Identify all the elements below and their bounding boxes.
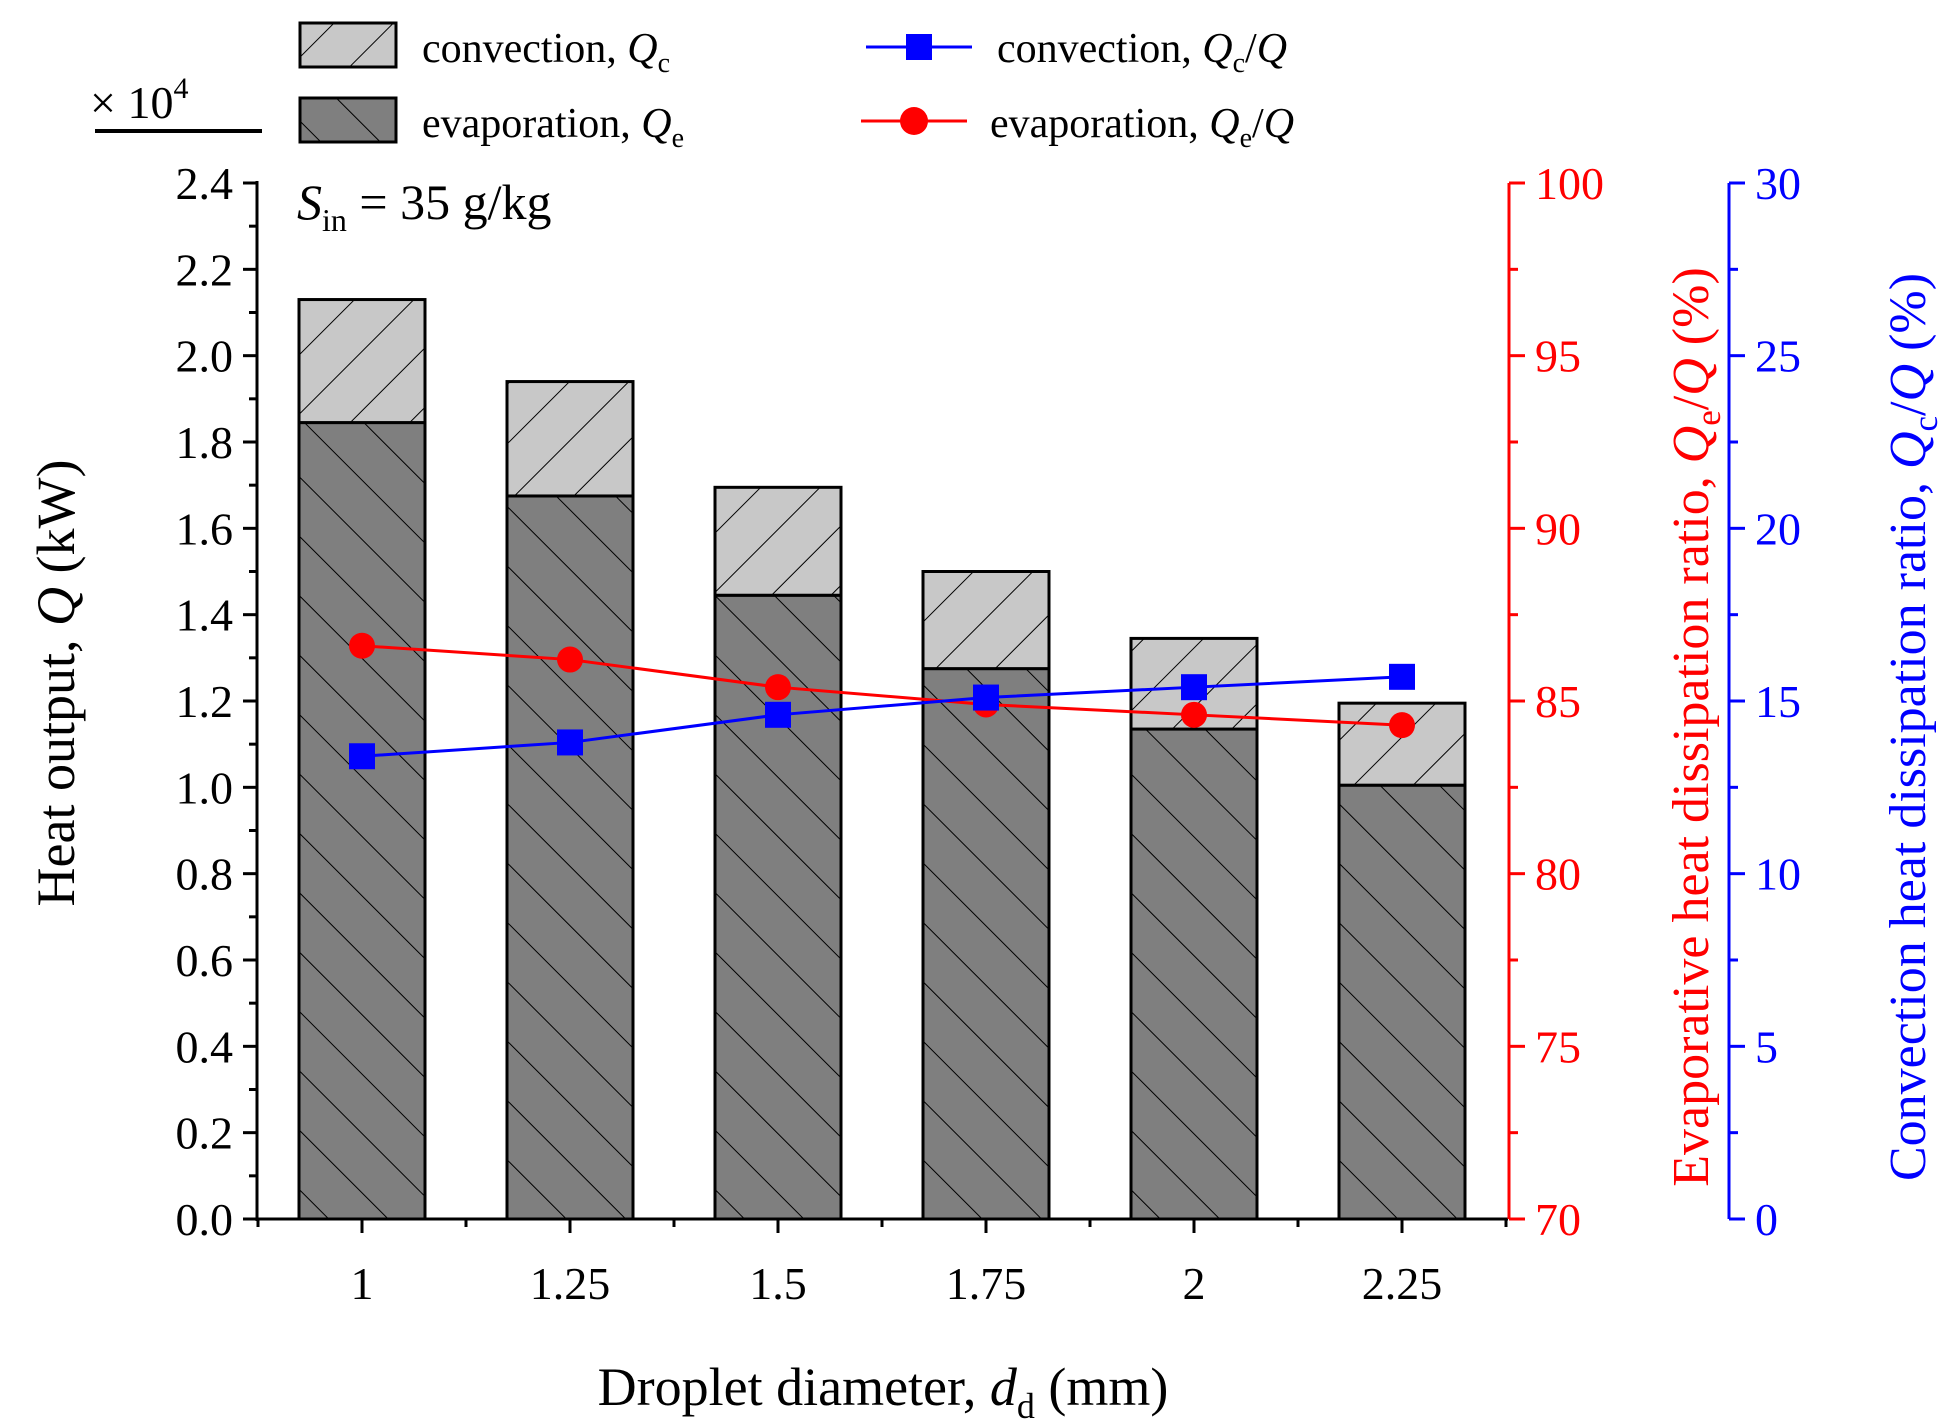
y-tick-label-left-5: 1.0 — [176, 762, 234, 813]
legend-item-evaporation-line: evaporation, Qe/Q — [861, 101, 1294, 154]
y-tick-label-red-3: 85 — [1535, 676, 1581, 727]
bar-evaporation-hatch-1 — [507, 495, 633, 1219]
y-tick-label-red-4: 90 — [1535, 503, 1581, 554]
svg-text:evaporation, Qe: evaporation, Qe — [422, 101, 684, 154]
bar-convection-hatch-2 — [715, 487, 841, 596]
y-tick-label-left-6: 1.2 — [176, 676, 234, 727]
legend-swatch-convection-hatch — [300, 23, 396, 67]
y-tick-label-red-2: 80 — [1535, 849, 1581, 900]
bar-evaporation-hatch-0 — [299, 422, 425, 1219]
y-axis-label-right-blue: Convection heat dissipation ratio, Qc/Q … — [1880, 273, 1939, 1181]
multiplier-exp: 4 — [173, 72, 188, 105]
x-tick-label-3: 1.75 — [946, 1258, 1027, 1309]
point-evaporation-ratio-5 — [1389, 712, 1415, 739]
x-tick-label-0: 1 — [351, 1258, 374, 1309]
line-evaporation-ratio — [361, 644, 1403, 727]
svg-text:evaporation, Qe/Q: evaporation, Qe/Q — [990, 101, 1294, 154]
y-tick-label-left-0: 0.0 — [176, 1194, 234, 1245]
point-evaporation-ratio-4 — [1181, 701, 1207, 728]
multiplier-prefix: × 10 — [90, 77, 173, 128]
x-tick-label-1: 1.25 — [530, 1258, 611, 1309]
bar-evaporation-hatch-4 — [1131, 729, 1257, 1219]
point-evaporation-ratio-2 — [765, 674, 791, 701]
y-tick-label-left-1: 0.2 — [176, 1108, 234, 1159]
y-tick-label-blue-3: 15 — [1755, 676, 1801, 727]
y-tick-label-red-0: 70 — [1535, 1194, 1581, 1245]
y-tick-label-red-1: 75 — [1535, 1021, 1581, 1072]
y-tick-label-blue-4: 20 — [1755, 503, 1801, 554]
y-tick-label-left-11: 2.2 — [176, 244, 234, 295]
y-tick-label-blue-6: 30 — [1755, 158, 1801, 209]
y-tick-label-blue-0: 0 — [1755, 1194, 1778, 1245]
y-tick-label-left-12: 2.4 — [176, 158, 234, 209]
legend-item-evaporation-bar: evaporation, Qe — [298, 96, 684, 154]
y-tick-label-left-3: 0.6 — [176, 935, 234, 986]
y-tick-label-red-5: 95 — [1535, 331, 1581, 382]
svg-text:convection, Qc: convection, Qc — [422, 26, 670, 79]
bar-evaporation-hatch-5 — [1339, 785, 1465, 1219]
svg-text:× 104: × 104 — [90, 72, 188, 128]
y-tick-label-blue-2: 10 — [1755, 849, 1801, 900]
lines-layer — [349, 632, 1415, 770]
axes-layer: 0.0 0.2 0.4 0.6 0.8 1.0 1.2 1.4 1.6 1.8 2.0 2.2 2.4 1… — [176, 158, 1802, 1309]
y-tick-label-left-9: 1.8 — [176, 417, 234, 468]
legend-marker-convection — [906, 34, 932, 60]
bar-convection-hatch-1 — [507, 381, 633, 496]
legend-item-convection-line: convection, Qc/Q — [866, 26, 1287, 79]
line-convection-ratio — [361, 675, 1403, 758]
y-tick-label-left-10: 2.0 — [176, 331, 234, 382]
y-multiplier: × 104 — [90, 72, 262, 133]
y-tick-label-blue-5: 25 — [1755, 331, 1801, 382]
bars-layer — [297, 298, 1467, 1221]
point-convection-ratio-5 — [1389, 663, 1415, 690]
y-tick-label-left-7: 1.4 — [176, 590, 234, 641]
legend: convection, Qc evaporation, Qe convectio… — [298, 21, 1294, 154]
y-axis-label-right-red: Evaporative heat dissipation ratio, Qe/Q… — [1663, 267, 1728, 1187]
point-convection-ratio-2 — [765, 701, 791, 728]
point-evaporation-ratio-1 — [557, 646, 583, 673]
legend-swatch-evaporation-hatch — [300, 98, 396, 142]
bar-evaporation-hatch-3 — [923, 668, 1049, 1219]
point-convection-ratio-3 — [973, 684, 999, 711]
legend-item-convection-bar: convection, Qc — [298, 21, 670, 79]
y-tick-label-left-2: 0.4 — [176, 1021, 234, 1072]
point-evaporation-ratio-0 — [349, 632, 375, 659]
x-tick-label-2: 1.5 — [749, 1258, 807, 1309]
x-axis-label: Droplet diameter, dd (mm) — [598, 1357, 1169, 1425]
y-tick-label-blue-1: 5 — [1755, 1021, 1778, 1072]
svg-text:convection, Qc/Q: convection, Qc/Q — [997, 26, 1287, 79]
point-convection-ratio-4 — [1181, 674, 1207, 701]
salinity-annotation: Sin = 35 g/kg — [297, 174, 551, 238]
point-convection-ratio-0 — [349, 743, 375, 770]
bar-convection-hatch-3 — [923, 571, 1049, 669]
y-axis-label-left: Heat output, Q (kW) — [26, 460, 86, 907]
point-convection-ratio-1 — [557, 729, 583, 756]
y-tick-label-left-4: 0.8 — [176, 849, 234, 900]
legend-marker-evaporation — [900, 107, 928, 135]
y-tick-label-left-8: 1.6 — [176, 503, 234, 554]
bar-convection-hatch-0 — [299, 299, 425, 423]
x-tick-label-5: 2.25 — [1362, 1258, 1443, 1309]
y-tick-label-red-6: 100 — [1535, 158, 1604, 209]
x-tick-label-4: 2 — [1183, 1258, 1206, 1309]
